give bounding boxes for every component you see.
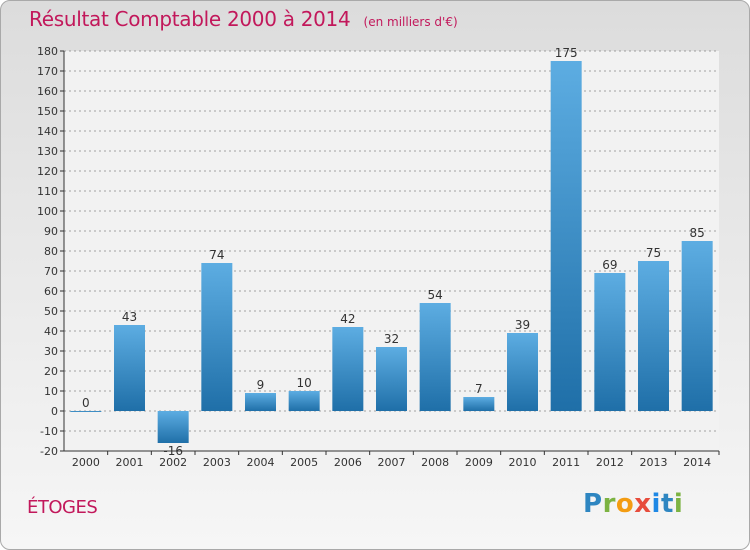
- x-tick-label: 2012: [596, 456, 624, 469]
- bar: [463, 397, 495, 411]
- bar: [70, 411, 102, 412]
- title-row: Résultat Comptable 2000 à 2014 (en milli…: [29, 7, 458, 31]
- x-tick-label: 2007: [378, 456, 406, 469]
- x-tick-label: 2010: [509, 456, 537, 469]
- data-label: -16: [163, 444, 183, 458]
- y-tick-label: 80: [44, 245, 58, 258]
- bar: [114, 325, 145, 411]
- y-tick-label: 20: [44, 365, 58, 378]
- x-tick-label: 2003: [203, 456, 231, 469]
- y-tick-label: 90: [44, 225, 58, 238]
- data-label: 54: [428, 288, 443, 302]
- bar: [245, 393, 276, 411]
- x-tick-label: 2006: [334, 456, 362, 469]
- data-label: 0: [82, 396, 90, 410]
- y-tick-label: 110: [37, 185, 58, 198]
- y-tick-label: 150: [37, 105, 58, 118]
- x-tick-label: 2004: [247, 456, 275, 469]
- y-tick-label: 140: [37, 125, 58, 138]
- bar: [201, 263, 233, 411]
- data-label: 43: [122, 310, 137, 324]
- commune-name: ÉTOGES: [27, 497, 98, 518]
- data-label: 39: [515, 318, 530, 332]
- x-tick-label: 2008: [421, 456, 449, 469]
- x-tick-label: 2001: [116, 456, 144, 469]
- y-tick-label: 50: [44, 305, 58, 318]
- y-tick-label: 0: [51, 405, 58, 418]
- data-label: 74: [209, 248, 224, 262]
- data-label: 32: [384, 332, 399, 346]
- x-tick-label: 2013: [640, 456, 668, 469]
- y-tick-label: 170: [37, 65, 58, 78]
- bar: [288, 391, 320, 411]
- x-tick-label: 2011: [552, 456, 580, 469]
- bar: [681, 241, 713, 411]
- y-tick-label: 10: [44, 385, 58, 398]
- data-label: 75: [646, 246, 661, 260]
- chart-title: Résultat Comptable 2000 à 2014: [29, 7, 351, 31]
- proxiti-logo: Proxiti: [583, 489, 684, 519]
- bar: [550, 61, 582, 411]
- y-tick-label: 120: [37, 165, 58, 178]
- chart-subtitle: (en milliers d'€): [363, 15, 458, 29]
- y-tick-label: 130: [37, 145, 58, 158]
- y-tick-label: 180: [37, 45, 58, 58]
- x-tick-label: 2009: [465, 456, 493, 469]
- data-label: 175: [555, 46, 578, 60]
- x-tick-label: 2005: [290, 456, 318, 469]
- bar: [332, 327, 364, 411]
- y-tick-label: 100: [37, 205, 58, 218]
- y-tick-label: 60: [44, 285, 58, 298]
- y-tick-label: -10: [40, 425, 58, 438]
- bar: [419, 303, 451, 411]
- data-label: 9: [257, 378, 265, 392]
- y-tick-label: 30: [44, 345, 58, 358]
- bar: [594, 273, 626, 411]
- x-tick-label: 2002: [159, 456, 187, 469]
- y-tick-label: 40: [44, 325, 58, 338]
- data-label: 69: [602, 258, 617, 272]
- bar: [507, 333, 538, 411]
- bar: [157, 411, 189, 443]
- data-label: 10: [297, 376, 312, 390]
- x-tick-label: 2000: [72, 456, 100, 469]
- bar: [638, 261, 669, 411]
- y-tick-label: 70: [44, 265, 58, 278]
- y-tick-label: -20: [40, 445, 58, 458]
- data-label: 7: [475, 382, 483, 396]
- data-label: 42: [340, 312, 355, 326]
- data-label: 85: [690, 226, 705, 240]
- x-tick-label: 2014: [683, 456, 711, 469]
- bar: [376, 347, 407, 411]
- y-tick-label: 160: [37, 85, 58, 98]
